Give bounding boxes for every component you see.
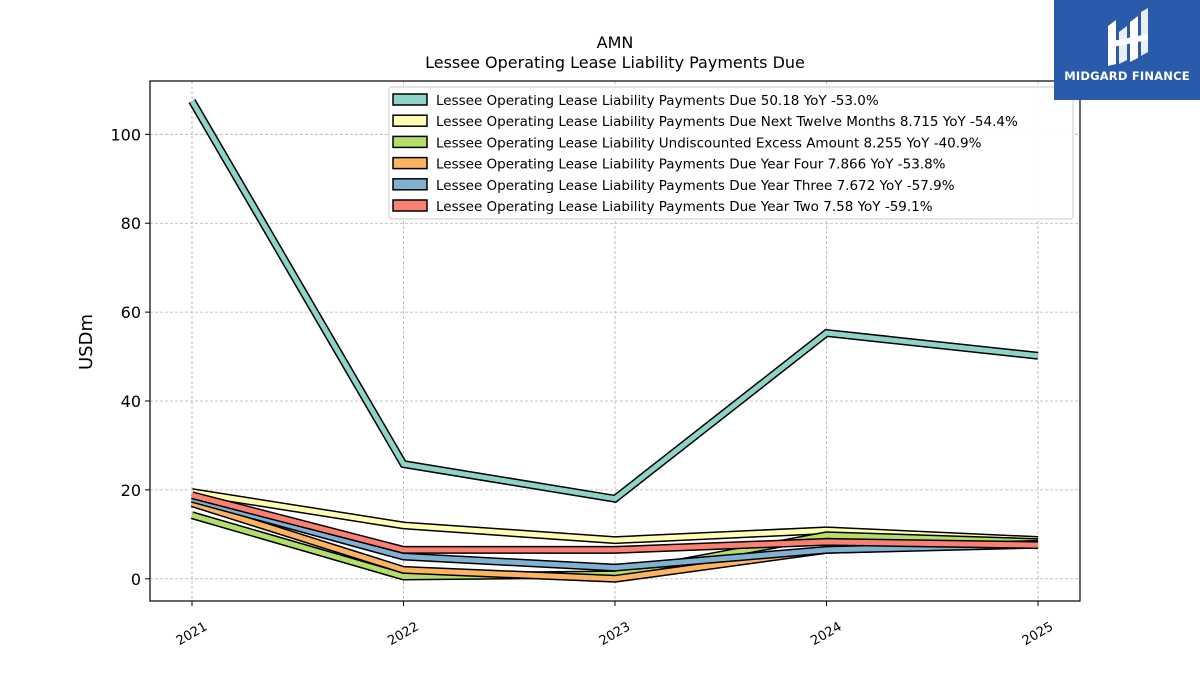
brand-logo: MIDGARD FINANCE bbox=[1054, 0, 1200, 100]
y-tick-label: 80 bbox=[121, 214, 141, 233]
legend-label: Lessee Operating Lease Liability Payment… bbox=[436, 114, 1018, 130]
brand-logo-text: MIDGARD FINANCE bbox=[1064, 69, 1190, 83]
y-tick-label: 20 bbox=[121, 481, 141, 500]
chart-title: AMN bbox=[597, 33, 634, 52]
series-1 bbox=[188, 98, 1039, 504]
x-tick-label: 2023 bbox=[597, 619, 633, 649]
y-tick-label: 40 bbox=[121, 392, 141, 411]
x-tick-label: 2025 bbox=[1020, 619, 1056, 649]
legend-label: Lessee Operating Lease Liability Payment… bbox=[436, 199, 933, 215]
chart-subtitle: Lessee Operating Lease Liability Payment… bbox=[425, 53, 805, 72]
y-tick-label: 0 bbox=[131, 570, 141, 589]
legend-label: Lessee Operating Lease Liability Payment… bbox=[436, 157, 946, 173]
y-axis-label: USDm bbox=[76, 314, 97, 370]
y-tick-label: 60 bbox=[121, 303, 141, 322]
x-tick-label: 2021 bbox=[174, 619, 210, 649]
legend-label: Lessee Operating Lease Liability Undisco… bbox=[436, 135, 982, 151]
y-tick-label: 100 bbox=[110, 125, 141, 144]
x-tick-label: 2024 bbox=[808, 619, 844, 649]
legend: Lessee Operating Lease Liability Payment… bbox=[388, 86, 1074, 220]
legend-swatch bbox=[392, 178, 428, 191]
x-tick-label: 2022 bbox=[385, 619, 421, 649]
legend-swatch bbox=[392, 114, 428, 127]
brand-mark-icon bbox=[1108, 8, 1148, 66]
legend-swatch bbox=[392, 199, 428, 212]
legend-swatch bbox=[392, 135, 428, 149]
series-6 bbox=[190, 491, 1039, 554]
legend-label: Lessee Operating Lease Liability Payment… bbox=[436, 178, 955, 194]
legend-swatch bbox=[392, 93, 428, 106]
legend-swatch bbox=[392, 156, 428, 170]
legend-label: Lessee Operating Lease Liability Payment… bbox=[436, 93, 879, 109]
legend-box bbox=[388, 86, 1074, 220]
series-lines bbox=[188, 98, 1039, 583]
